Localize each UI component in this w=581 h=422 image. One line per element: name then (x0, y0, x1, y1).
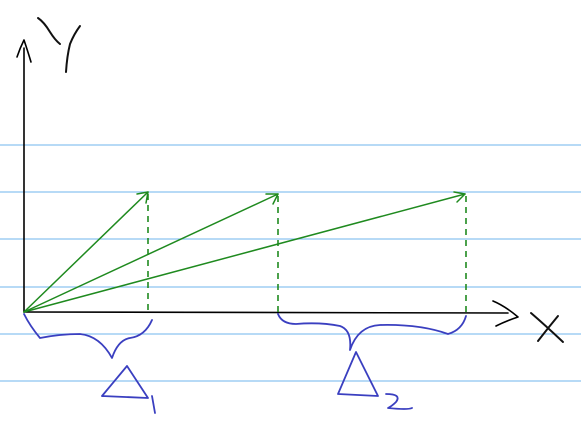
vector-3-arrowhead (453, 191, 466, 203)
x-axis-arrowhead (492, 300, 519, 327)
y-axis-label (37, 17, 81, 73)
brace-2 (277, 313, 467, 351)
axes (16, 39, 519, 327)
vector-2-arrowhead (265, 193, 279, 205)
projections (147, 194, 467, 312)
x-axis (23, 311, 509, 314)
ruled-lines (0, 144, 581, 382)
vector-3 (23, 191, 466, 313)
handwritten-x-letter-icon (530, 312, 564, 343)
vector-1 (23, 191, 149, 313)
vector-1-arrowhead (136, 191, 149, 204)
handwritten-y-letter-icon (37, 17, 81, 73)
handwritten-delta-1-icon (101, 365, 156, 414)
y-axis-arrowhead (16, 39, 32, 63)
brace-1 (23, 313, 153, 359)
delta-1 (23, 313, 156, 414)
handwritten-delta-2-icon (337, 351, 413, 410)
x-axis-label (530, 312, 564, 343)
delta-2 (277, 313, 467, 410)
vectors (23, 191, 466, 313)
vector-2 (23, 193, 279, 313)
